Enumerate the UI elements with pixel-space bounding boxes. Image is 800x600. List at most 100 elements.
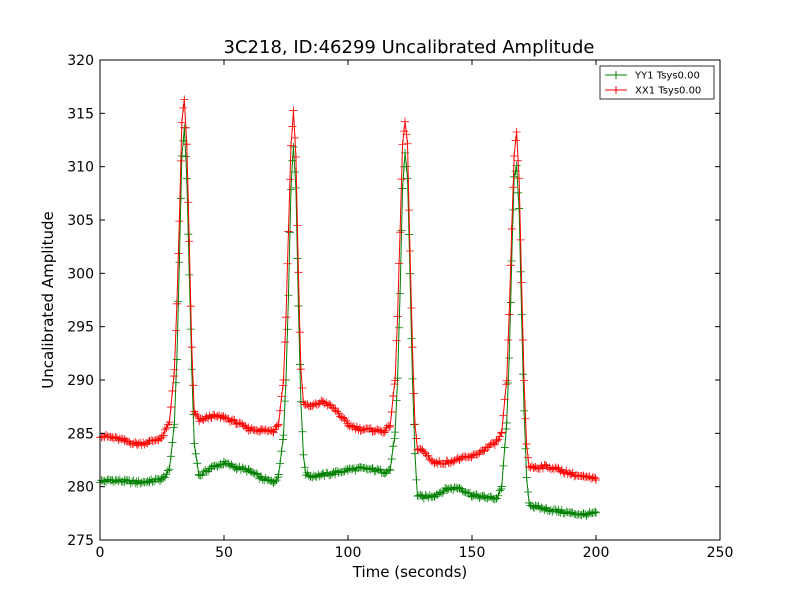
data-point bbox=[187, 343, 196, 352]
data-point bbox=[408, 374, 417, 383]
data-point bbox=[181, 123, 190, 132]
data-point bbox=[186, 302, 195, 311]
data-point bbox=[389, 442, 398, 451]
data-point bbox=[390, 380, 399, 389]
data-point bbox=[198, 470, 207, 479]
data-point bbox=[528, 462, 537, 471]
data-point bbox=[499, 461, 508, 470]
data-point bbox=[430, 458, 439, 467]
data-point bbox=[176, 194, 185, 203]
data-point bbox=[392, 336, 401, 345]
legend-swatch-marker bbox=[612, 86, 620, 94]
data-point bbox=[291, 152, 300, 161]
data-point bbox=[502, 380, 511, 389]
data-point bbox=[401, 117, 410, 126]
data-point bbox=[412, 475, 421, 484]
data-point bbox=[521, 414, 530, 423]
x-tick-label: 100 bbox=[335, 545, 362, 561]
data-point bbox=[131, 438, 140, 447]
data-point bbox=[529, 502, 538, 511]
data-point bbox=[519, 336, 528, 345]
data-point bbox=[522, 439, 531, 448]
data-point bbox=[502, 418, 511, 427]
data-point bbox=[274, 470, 283, 479]
data-point bbox=[366, 465, 375, 474]
data-point bbox=[282, 313, 290, 322]
data-point bbox=[517, 310, 526, 319]
data-point bbox=[407, 334, 416, 343]
data-point bbox=[509, 183, 518, 192]
data-point bbox=[176, 156, 185, 165]
data-point bbox=[389, 392, 398, 401]
x-tick-label: 250 bbox=[707, 545, 734, 561]
data-point bbox=[514, 156, 523, 165]
data-point bbox=[410, 420, 419, 429]
data-point bbox=[455, 483, 464, 492]
data-point bbox=[165, 418, 174, 427]
data-point bbox=[171, 326, 180, 335]
data-point bbox=[499, 411, 508, 420]
data-point bbox=[500, 443, 509, 452]
data-point bbox=[515, 204, 524, 213]
data-point bbox=[395, 259, 404, 268]
data-point bbox=[175, 258, 184, 267]
data-point bbox=[252, 469, 261, 478]
data-point bbox=[291, 183, 300, 192]
data-point bbox=[520, 406, 529, 415]
data-point bbox=[165, 465, 174, 474]
y-axis-title: Uncalibrated Amplitude bbox=[39, 211, 57, 388]
data-point bbox=[504, 335, 513, 344]
series-markers bbox=[96, 123, 600, 520]
data-point bbox=[293, 221, 302, 230]
data-point bbox=[288, 122, 297, 131]
data-point bbox=[163, 466, 172, 475]
x-tick-label: 50 bbox=[215, 545, 233, 561]
y-tick-label: 300 bbox=[67, 266, 94, 282]
x-tick-label: 200 bbox=[583, 545, 610, 561]
y-tick-label: 305 bbox=[67, 213, 94, 229]
data-point bbox=[272, 422, 281, 431]
data-point bbox=[281, 338, 290, 347]
data-point bbox=[184, 198, 193, 207]
data-point bbox=[185, 270, 194, 279]
data-point bbox=[299, 450, 308, 459]
y-tick-label: 290 bbox=[67, 373, 94, 389]
y-tick-label: 280 bbox=[67, 480, 94, 496]
data-point bbox=[290, 133, 299, 142]
data-point bbox=[300, 463, 309, 472]
data-point bbox=[174, 297, 183, 306]
data-point bbox=[395, 323, 404, 332]
data-point bbox=[340, 414, 349, 423]
data-point bbox=[317, 470, 326, 479]
data-point bbox=[519, 370, 528, 379]
data-point bbox=[396, 228, 405, 237]
data-point bbox=[387, 455, 396, 464]
data-point bbox=[516, 235, 525, 244]
data-point bbox=[524, 487, 533, 496]
data-point bbox=[184, 230, 193, 239]
legend-label: XX1 Tsys0.00 bbox=[635, 86, 701, 97]
data-point bbox=[396, 289, 405, 298]
data-point bbox=[228, 415, 237, 424]
data-point bbox=[333, 407, 342, 416]
data-point bbox=[187, 365, 196, 374]
plot-frame bbox=[99, 59, 721, 541]
data-point bbox=[509, 205, 518, 214]
data-point bbox=[271, 477, 280, 486]
data-point bbox=[170, 420, 179, 429]
data-point bbox=[177, 151, 186, 160]
data-point bbox=[145, 478, 154, 487]
series-layer bbox=[96, 95, 600, 520]
data-point bbox=[286, 141, 295, 150]
data-point bbox=[286, 185, 295, 194]
data-point bbox=[397, 226, 406, 235]
data-point bbox=[283, 259, 292, 268]
data-point bbox=[295, 328, 304, 337]
data-point bbox=[430, 492, 439, 501]
data-point bbox=[511, 136, 520, 145]
data-point bbox=[512, 127, 521, 136]
data-point bbox=[169, 372, 178, 381]
data-point bbox=[592, 508, 600, 517]
data-point bbox=[566, 509, 575, 518]
